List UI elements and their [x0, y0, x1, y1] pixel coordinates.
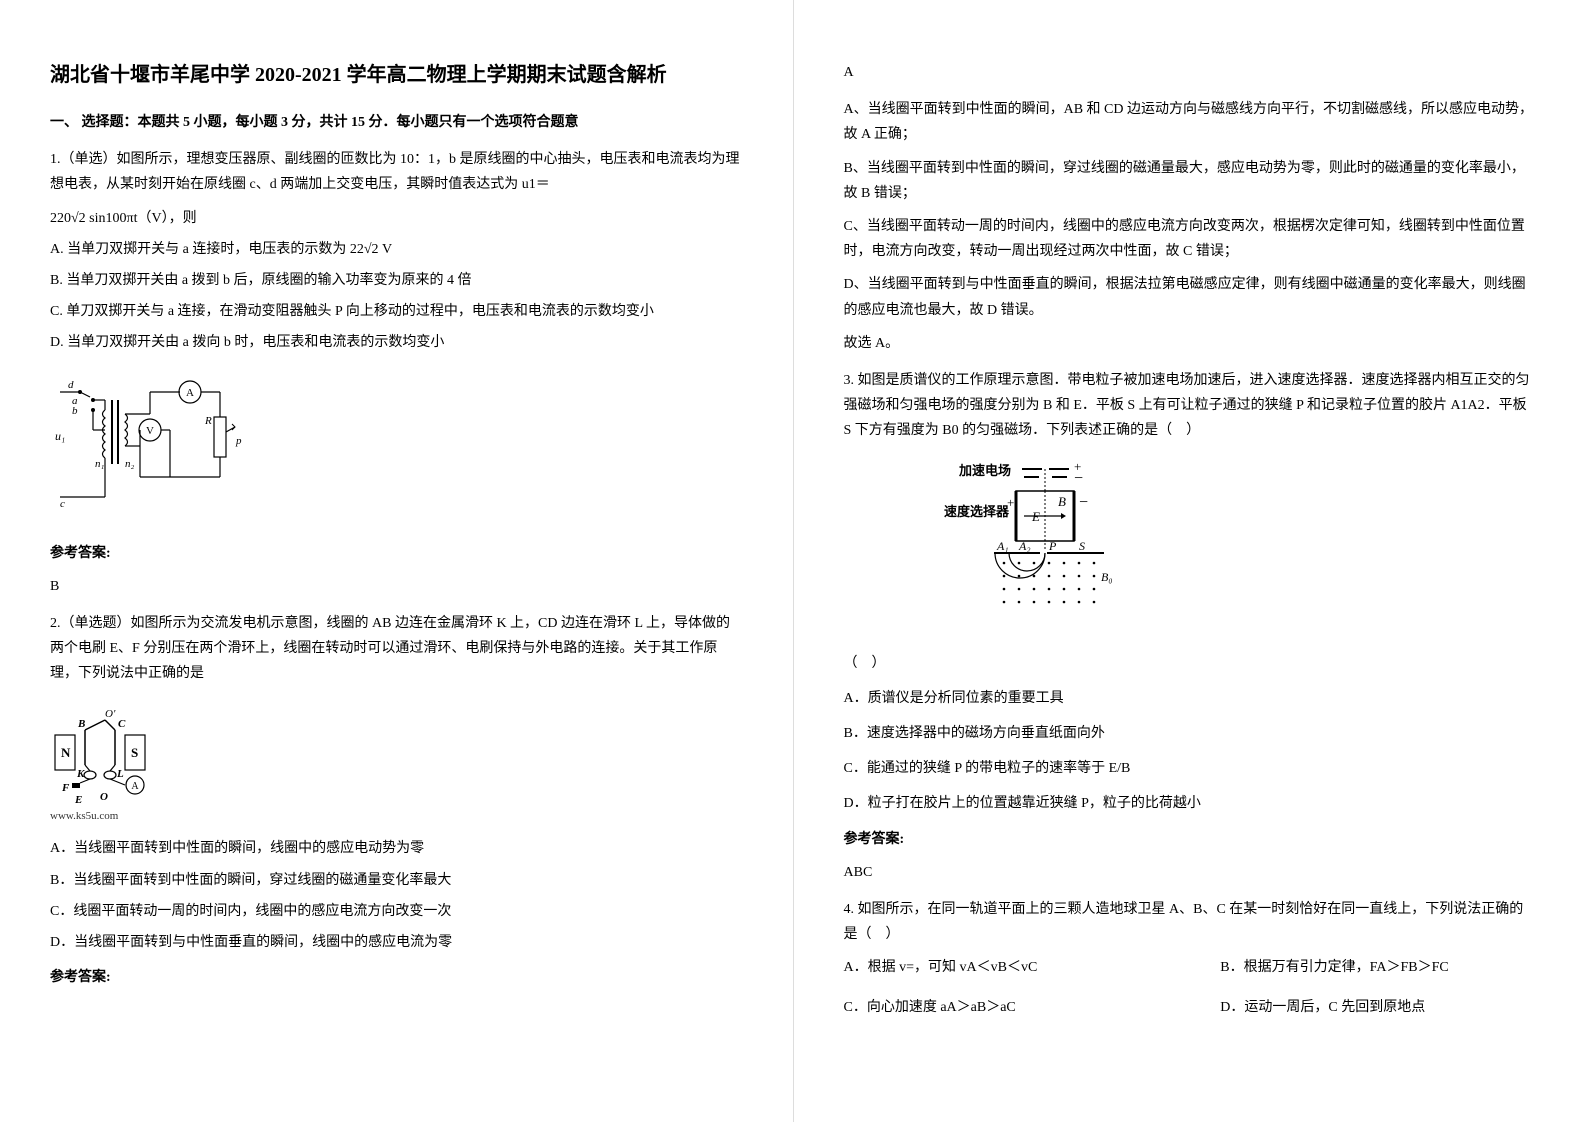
q2-answer-label: 参考答案: — [50, 965, 743, 990]
svg-text:K: K — [76, 768, 85, 780]
q1-opt-b: B. 当单刀双掷开关由 a 拨到 b 后，原线圈的输入功率变为原来的 4 倍 — [50, 268, 743, 293]
q4-opt-a: A．根据 v=，可知 vA＜vB＜vC — [844, 955, 1161, 980]
q1-opt-a: A. 当单刀双掷开关与 a 连接时，电压表的示数为 22√2 V — [50, 237, 743, 262]
svg-text:B: B — [77, 718, 85, 730]
svg-text:V: V — [146, 425, 154, 437]
svg-text:N: N — [61, 745, 71, 760]
q2-answer: A — [844, 60, 1538, 85]
svg-text:P: P — [1048, 539, 1057, 553]
svg-text:d: d — [68, 379, 74, 391]
q4-opt-c: C．向心加速度 aA＞aB＞aC — [844, 995, 1161, 1020]
svg-text:速度选择器: 速度选择器 — [944, 504, 1010, 519]
question-4: 4. 如图所示，在同一轨道平面上的三颗人造地球卫星 A、B、C 在某一时刻恰好在… — [844, 897, 1538, 1026]
q3-paren: （ ） — [844, 651, 1538, 676]
svg-text:加速电场: 加速电场 — [958, 463, 1011, 478]
q2-exp-c: C、当线圈平面转动一周的时间内，线圈中的感应电流方向改变两次，根据楞次定律可知，… — [844, 214, 1538, 264]
q2-opt-d: D．当线圈平面转到与中性面垂直的瞬间，线圈中的感应电流为零 — [50, 930, 743, 955]
q4-opt-b: B．根据万有引力定律，FA＞FB＞FC — [1220, 955, 1537, 980]
question-3: 3. 如图是质谱仪的工作原理示意图．带电粒子被加速电场加速后，进入速度选择器．速… — [844, 368, 1538, 885]
q2-text: 2.（单选题）如图所示为交流发电机示意图，线圈的 AB 边连在金属滑环 K 上，… — [50, 611, 743, 687]
svg-text:n₂: n₂ — [125, 458, 135, 470]
svg-text:b: b — [72, 405, 78, 417]
section-1-header: 一、 选择题：本题共 5 小题，每小题 3 分，共计 15 分．每小题只有一个选… — [50, 110, 743, 135]
svg-text:A₂: A₂ — [1018, 539, 1031, 553]
q3-text: 3. 如图是质谱仪的工作原理示意图．带电粒子被加速电场加速后，进入速度选择器．速… — [844, 368, 1538, 444]
q1-opt-c: C. 单刀双掷开关与 a 连接，在滑动变阻器触头 P 向上移动的过程中，电压表和… — [50, 299, 743, 324]
q3-answer-label: 参考答案: — [844, 827, 1538, 852]
svg-text:O': O' — [105, 708, 116, 720]
svg-text:u₁: u₁ — [55, 429, 65, 443]
q3-opt-a: A．质谱仪是分析同位素的重要工具 — [844, 686, 1538, 711]
svg-text:L: L — [116, 768, 124, 780]
svg-text:S: S — [131, 745, 138, 760]
svg-text:A₁: A₁ — [996, 539, 1009, 553]
q2-exp-b: B、当线圈平面转到中性面的瞬间，穿过线圈的磁通量最大，感应电动势为零，则此时的磁… — [844, 156, 1538, 206]
q2-opt-c: C．线圈平面转动一周的时间内，线圈中的感应电流方向改变一次 — [50, 899, 743, 924]
document-title: 湖北省十堰市羊尾中学 2020-2021 学年高二物理上学期期末试题含解析 — [50, 60, 743, 90]
svg-text:R: R — [204, 415, 212, 427]
q2-exp-a: A、当线圈平面转到中性面的瞬间，AB 和 CD 边运动方向与磁感线方向平行，不切… — [844, 97, 1538, 147]
left-page: 湖北省十堰市羊尾中学 2020-2021 学年高二物理上学期期末试题含解析 一、… — [0, 0, 794, 1122]
q4-text: 4. 如图所示，在同一轨道平面上的三颗人造地球卫星 A、B、C 在某一时刻恰好在… — [844, 897, 1538, 947]
svg-text:−: − — [1074, 470, 1083, 487]
q2-opt-b: B．当线圈平面转到中性面的瞬间，穿过线圈的磁通量变化率最大 — [50, 868, 743, 893]
q1-formula: 220√2 sin100πt（V），则 — [50, 206, 743, 231]
q3-spectrometer-diagram: 加速电场 + − 速度选择器 + − B E — [904, 461, 1134, 631]
svg-text:E: E — [74, 794, 82, 805]
q4-opt-d: D．运动一周后，C 先回到原地点 — [1220, 995, 1537, 1020]
q1-opt-d: D. 当单刀双掷开关由 a 拨向 b 时，电压表和电流表的示数均变小 — [50, 330, 743, 355]
q2-url: www.ks5u.com — [50, 807, 160, 827]
q3-opt-b: B．速度选择器中的磁场方向垂直纸面向外 — [844, 721, 1538, 746]
svg-text:C: C — [118, 718, 126, 730]
svg-text:p: p — [235, 435, 242, 447]
q2-generator-diagram: N S B C O' K L F — [50, 705, 160, 827]
q2-conclusion: 故选 A。 — [844, 331, 1538, 356]
svg-text:F: F — [61, 782, 70, 794]
q3-answer: ABC — [844, 860, 1538, 885]
q3-opt-c: C．能通过的狭缝 P 的带电粒子的速率等于 E/B — [844, 756, 1538, 781]
q1-answer-label: 参考答案: — [50, 541, 743, 566]
svg-text:S: S — [1079, 539, 1085, 553]
svg-text:O: O — [100, 791, 108, 803]
q1-transformer-diagram: d a b — [50, 372, 250, 512]
svg-text:n₁: n₁ — [95, 458, 105, 470]
q1-answer: B — [50, 574, 743, 599]
right-page: A A、当线圈平面转到中性面的瞬间，AB 和 CD 边运动方向与磁感线方向平行，… — [794, 0, 1587, 1122]
question-2: 2.（单选题）如图所示为交流发电机示意图，线圈的 AB 边连在金属滑环 K 上，… — [50, 611, 743, 990]
svg-text:A: A — [131, 781, 139, 792]
question-1: 1.（单选）如图所示，理想变压器原、副线圈的匝数比为 10：1，b 是原线圈的中… — [50, 147, 743, 599]
svg-text:−: − — [1079, 494, 1088, 511]
svg-text:B: B — [1058, 494, 1066, 509]
svg-text:+: + — [1007, 495, 1014, 510]
svg-text:A: A — [186, 387, 194, 399]
svg-text:B₀: B₀ — [1101, 570, 1113, 584]
q3-opt-d: D．粒子打在胶片上的位置越靠近狭缝 P，粒子的比荷越小 — [844, 791, 1538, 816]
q2-exp-d: D、当线圈平面转到与中性面垂直的瞬间，根据法拉第电磁感应定律，则有线圈中磁通量的… — [844, 272, 1538, 322]
q2-opt-a: A．当线圈平面转到中性面的瞬间，线圈中的感应电动势为零 — [50, 836, 743, 861]
svg-text:c: c — [60, 498, 65, 510]
q1-text: 1.（单选）如图所示，理想变压器原、副线圈的匝数比为 10：1，b 是原线圈的中… — [50, 147, 743, 197]
